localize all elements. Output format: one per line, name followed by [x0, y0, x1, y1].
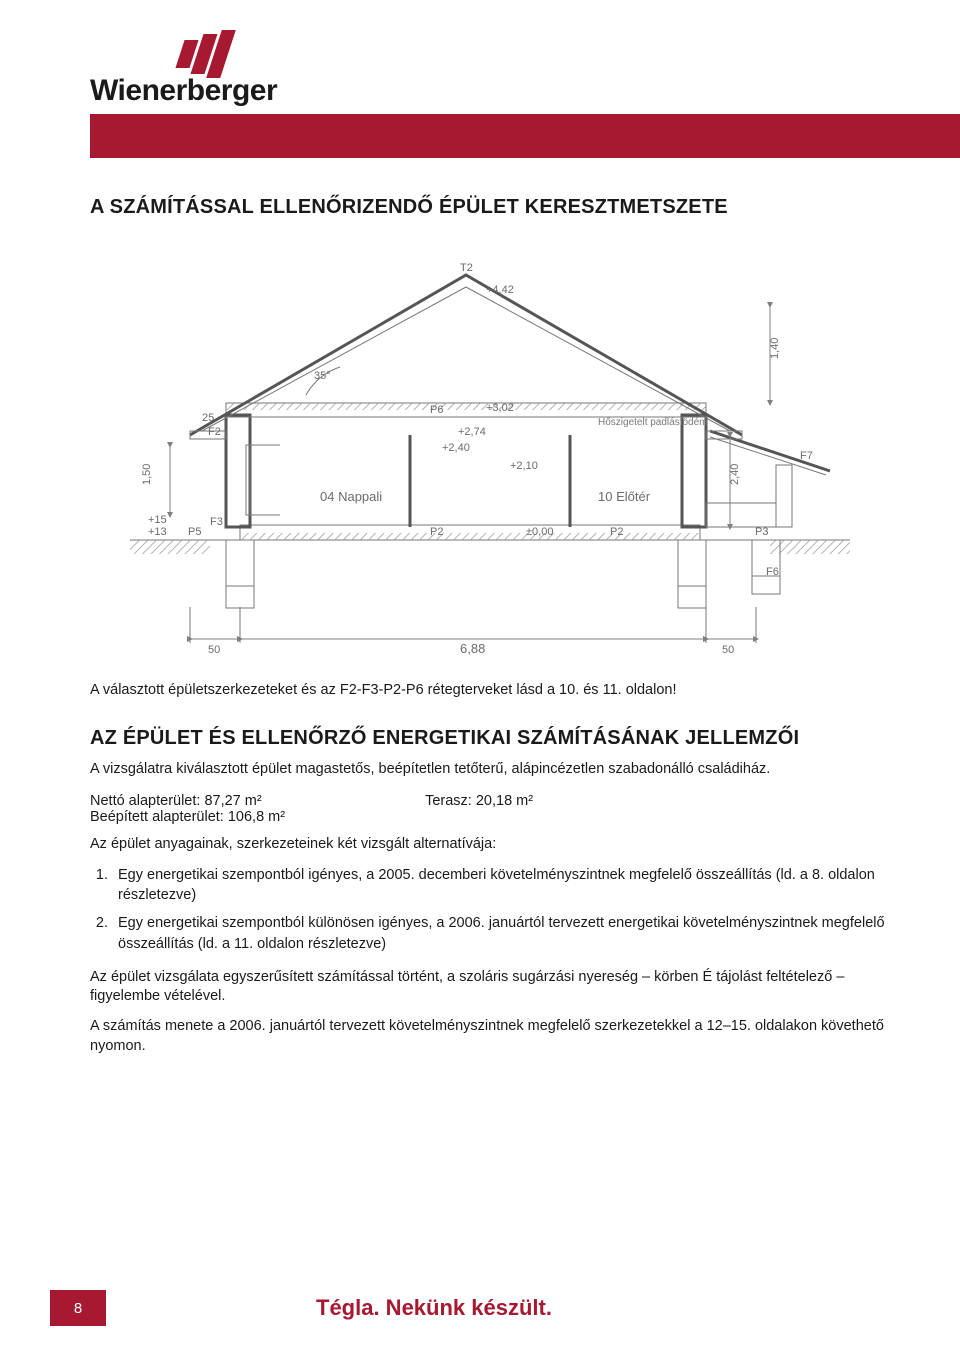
svg-text:+2,40: +2,40	[442, 442, 470, 454]
svg-text:P5: P5	[188, 526, 201, 538]
svg-text:P2: P2	[610, 526, 623, 538]
svg-text:P6: P6	[430, 404, 443, 416]
svg-text:+2,74: +2,74	[458, 426, 486, 438]
variants-list: Egy energetikai szempontból igényes, a 2…	[90, 865, 890, 954]
page-footer: 8 Tégla. Nekünk készült.	[0, 1290, 960, 1326]
svg-text:F6: F6	[766, 566, 779, 578]
svg-text:50: 50	[208, 644, 220, 655]
section-heading-cross-section: A SZÁMÍTÁSSAL ELLENŐRIZENDŐ ÉPÜLET KERES…	[90, 196, 890, 219]
svg-text:F7: F7	[800, 450, 813, 462]
svg-text:+15: +15	[148, 514, 167, 526]
page-number: 8	[50, 1290, 106, 1326]
diagram-label-left-room: 04 Nappali	[320, 489, 382, 504]
svg-text:6,88: 6,88	[460, 641, 485, 655]
intro-paragraph: A vizsgálatra kiválasztott épület magast…	[90, 760, 890, 780]
method-paragraph: Az épület vizsgálata egyszerűsített szám…	[90, 968, 890, 1007]
svg-text:+2,10: +2,10	[510, 460, 538, 472]
svg-text:+3,02: +3,02	[486, 402, 514, 414]
diagram-caption: A választott épületszerkezeteket és az F…	[90, 681, 890, 701]
svg-text:F3: F3	[210, 516, 223, 528]
footer-slogan: Tégla. Nekünk készült.	[316, 1295, 552, 1321]
diagram-label-t2: T2	[460, 262, 473, 274]
diagram-label-right-room: 10 Előtér	[598, 489, 651, 504]
brand-logo-icon	[180, 30, 228, 78]
built-area: Beépített alapterület: 106,8 m²	[90, 809, 285, 825]
svg-text:+13: +13	[148, 526, 167, 538]
closing-paragraph: A számítás menete a 2006. januártól terv…	[90, 1017, 890, 1056]
brand-name: Wienerberger	[90, 74, 277, 108]
list-item: Egy energetikai szempontból különösen ig…	[112, 913, 890, 954]
svg-text:1,50: 1,50	[141, 464, 153, 485]
svg-text:Hőszigetelt padlásfödém: Hőszigetelt padlásfödém	[598, 417, 708, 428]
svg-text:50: 50	[722, 644, 734, 655]
svg-text:+4,42: +4,42	[486, 284, 514, 296]
variants-intro: Az épület anyagainak, szerkezeteinek két…	[90, 835, 890, 855]
areas-block: Nettó alapterület: 87,27 m² Beépített al…	[90, 793, 890, 825]
svg-text:35°: 35°	[314, 370, 331, 382]
svg-text:1,40: 1,40	[769, 338, 781, 359]
svg-text:F2: F2	[208, 426, 221, 438]
header-accent-bar	[90, 114, 960, 158]
cross-section-diagram: T2 04 Nappali 10 Előtér Hőszigetelt padl…	[90, 235, 890, 655]
svg-text:P3: P3	[755, 526, 768, 538]
list-item: Egy energetikai szempontból igényes, a 2…	[112, 865, 890, 906]
svg-text:2,40: 2,40	[729, 464, 741, 485]
terrace-area: Terasz: 20,18 m²	[425, 793, 533, 825]
section-heading-energy-calc: AZ ÉPÜLET ÉS ELLENŐRZŐ ENERGETIKAI SZÁMÍ…	[90, 727, 890, 750]
brand-logo: Wienerberger	[90, 30, 890, 110]
svg-text:25: 25	[202, 412, 214, 424]
svg-text:±0,00: ±0,00	[526, 526, 553, 538]
svg-text:P2: P2	[430, 526, 443, 538]
net-floor-area: Nettó alapterület: 87,27 m²	[90, 793, 285, 809]
